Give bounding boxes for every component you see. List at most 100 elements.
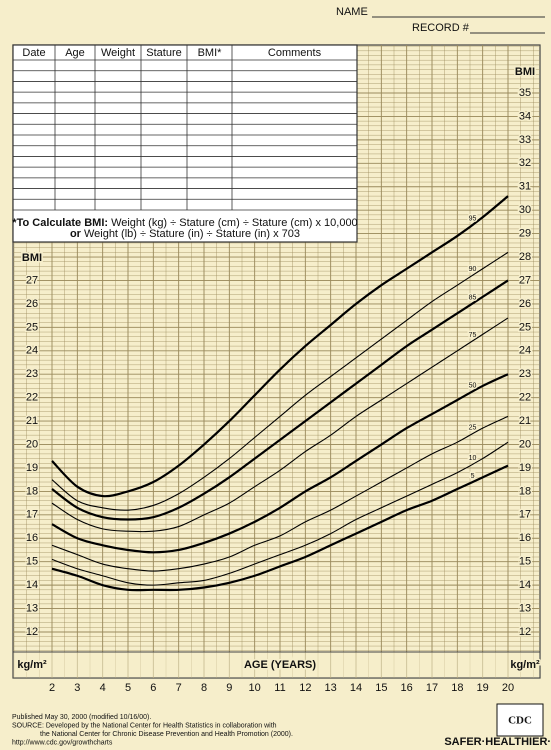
y-tick-label-right: 20 xyxy=(519,438,531,450)
column-header: BMI* xyxy=(198,47,223,59)
x-tick-label: 18 xyxy=(451,682,463,694)
x-tick-label: 15 xyxy=(375,682,387,694)
x-tick-label: 20 xyxy=(502,682,514,694)
percentile-curve xyxy=(51,251,509,511)
x-tick-label: 2 xyxy=(49,682,55,694)
y-tick-label-right: 22 xyxy=(519,392,531,404)
y-tick-label-left: 27 xyxy=(26,274,38,286)
x-tick-label: 7 xyxy=(176,682,182,694)
y-unit-right: kg/m² xyxy=(510,659,540,671)
percentile-label: 85 xyxy=(469,294,477,301)
percentile-label: 25 xyxy=(469,425,477,432)
note-text: Weight (kg) ÷ Stature (cm) ÷ Stature (cm… xyxy=(111,217,358,229)
y-tick-label-right: 25 xyxy=(519,321,531,333)
y-tick-label-right: 34 xyxy=(519,110,531,122)
percentile-label: 5 xyxy=(471,473,475,480)
x-tick-label: 10 xyxy=(249,682,261,694)
y-tick-label-left: 13 xyxy=(26,602,38,614)
y-tick-label-right: 28 xyxy=(519,251,531,263)
y-tick-label-right: 32 xyxy=(519,157,531,169)
column-header: Comments xyxy=(268,47,322,59)
name-label: NAME xyxy=(336,6,368,18)
x-tick-label: 17 xyxy=(426,682,438,694)
x-tick-label: 6 xyxy=(150,682,156,694)
y-tick-label-left: 19 xyxy=(26,462,38,474)
y-tick-label-right: 18 xyxy=(519,485,531,497)
record-table: Date Age Weight Stature BMI* Comments *To Calc… xyxy=(12,44,358,243)
y-axis-title-left: BMI xyxy=(22,252,42,264)
y-tick-label-right: 21 xyxy=(519,415,531,427)
footer: Published May 30, 2000 (modified 10/16/0… xyxy=(12,703,551,748)
percentile-curve xyxy=(51,441,509,586)
footer-line: Published May 30, 2000 (modified 10/16/0… xyxy=(12,714,151,721)
y-tick-label-left: 15 xyxy=(26,556,38,568)
y-unit-left: kg/m² xyxy=(17,659,47,671)
percentile-label: 90 xyxy=(469,266,477,273)
y-tick-label-left: 21 xyxy=(26,415,38,427)
y-tick-label-right: 17 xyxy=(519,509,531,521)
record-label: RECORD # xyxy=(412,22,470,34)
note-bold: or xyxy=(70,228,82,240)
y-tick-label-left: 23 xyxy=(26,368,38,380)
percentile-curve xyxy=(51,317,509,533)
footer-line: SOURCE: Developed by the National Center… xyxy=(12,722,277,729)
percentile-curve xyxy=(51,415,509,572)
y-tick-label-left: 17 xyxy=(26,509,38,521)
column-header: Stature xyxy=(146,47,181,59)
y-tick-label-right: 15 xyxy=(519,556,531,568)
x-tick-label: 5 xyxy=(125,682,131,694)
x-axis-title: AGE (YEARS) xyxy=(244,659,316,671)
footer-line: the National Center for Chronic Disease … xyxy=(40,731,293,738)
y-tick-label-left: 14 xyxy=(26,579,38,591)
y-tick-label-right: 16 xyxy=(519,532,531,544)
curves: 95 90 85 75 50 25 10 5 xyxy=(51,195,509,592)
x-tick-label: 19 xyxy=(477,682,489,694)
y-tick-label-right: 13 xyxy=(519,602,531,614)
y-tick-label-right: 14 xyxy=(519,579,531,591)
percentile-curve xyxy=(51,279,509,521)
logo-box xyxy=(496,703,544,737)
x-tick-label: 13 xyxy=(325,682,337,694)
y-axis-title-right: BMI xyxy=(515,66,535,78)
footer-line: http://www.cdc.gov/growthcharts xyxy=(12,739,113,746)
y-tick-label-left: 26 xyxy=(26,298,38,310)
logo-tagline: SAFER·HEALTHIER·PEOPLE xyxy=(444,736,551,748)
logo: CDC xyxy=(508,715,532,727)
x-tick-label: 16 xyxy=(401,682,413,694)
y-tick-label-left: 22 xyxy=(26,392,38,404)
table-frame xyxy=(12,44,358,243)
x-tick-label: 4 xyxy=(100,682,106,694)
y-tick-label-left: 20 xyxy=(26,438,38,450)
y-tick-label-right: 29 xyxy=(519,228,531,240)
note-bold: *To Calculate BMI: xyxy=(12,217,108,229)
x-tick-label: 14 xyxy=(350,682,362,694)
y-tick-label-right: 35 xyxy=(519,87,531,99)
y-tick-label-right: 19 xyxy=(519,462,531,474)
band xyxy=(13,652,540,678)
y-tick-label-right: 24 xyxy=(519,345,531,357)
bmi-note: or Weight (lb) ÷ Stature (in) ÷ Stature (… xyxy=(70,228,300,240)
x-tick-label: 12 xyxy=(299,682,311,694)
y-tick-label-left: 24 xyxy=(26,345,38,357)
x-tick-label: 8 xyxy=(201,682,207,694)
y-tick-label-right: 31 xyxy=(519,181,531,193)
percentile-label: 95 xyxy=(469,216,477,223)
percentile-curve xyxy=(51,373,509,554)
y-tick-label-left: 12 xyxy=(26,626,38,638)
x-tick-label: 3 xyxy=(74,682,80,694)
y-tick-label-left: 18 xyxy=(26,485,38,497)
y-tick-label-right: 30 xyxy=(519,204,531,216)
percentile-curve xyxy=(51,195,509,498)
column-header: Age xyxy=(65,47,85,59)
column-header: Weight xyxy=(101,47,135,59)
percentile-label: 75 xyxy=(469,332,477,339)
x-tick-label: 9 xyxy=(226,682,232,694)
bmi-note: *To Calculate BMI: Weight (kg) ÷ Stature … xyxy=(12,217,357,229)
note-text: Weight (lb) ÷ Stature (in) ÷ Stature (in… xyxy=(84,228,300,240)
percentile-curve xyxy=(51,464,509,592)
y-tick-label-right: 26 xyxy=(519,298,531,310)
y-tick-label-right: 12 xyxy=(519,626,531,638)
y-tick-label-right: 27 xyxy=(519,274,531,286)
x-tick-label: 11 xyxy=(274,682,285,694)
percentile-label: 50 xyxy=(469,382,477,389)
